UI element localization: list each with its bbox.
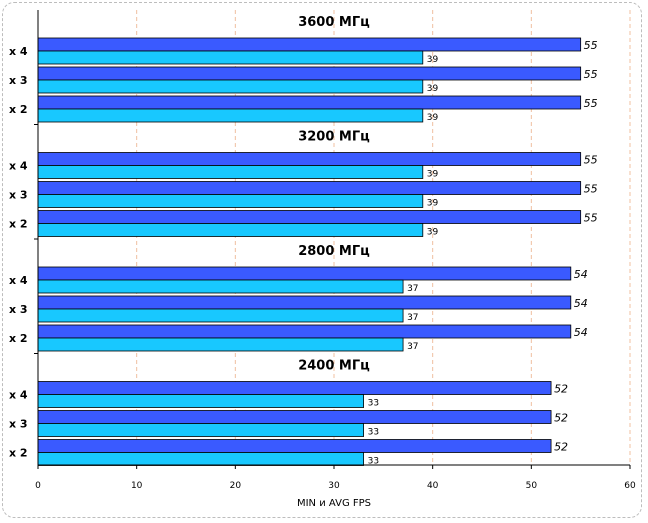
bar-min [37, 223, 424, 237]
bar-max [37, 152, 582, 166]
bar-max [37, 410, 552, 424]
bar-max [37, 210, 582, 224]
data-label-max: 54 [574, 268, 588, 281]
bar-max [37, 66, 582, 81]
data-label-max: 55 [584, 97, 598, 110]
x-tick-label: 60 [624, 481, 636, 491]
data-label-max: 54 [574, 326, 588, 339]
bar-max [37, 37, 582, 52]
group-title: 2800 МГц [298, 244, 370, 259]
category-label: x 4 [9, 274, 28, 287]
data-label-min: 39 [427, 113, 439, 123]
data-label-max: 55 [584, 154, 598, 167]
data-label-max: 52 [554, 441, 568, 454]
group-title: 3600 МГц [298, 15, 370, 30]
category-label: x 3 [9, 303, 28, 316]
x-tick-label: 30 [328, 481, 340, 491]
bar-min [37, 194, 424, 208]
data-label-min: 33 [368, 457, 379, 467]
bar-max [37, 181, 582, 195]
category-label: x 2 [9, 447, 28, 460]
data-label-max: 52 [554, 383, 568, 396]
category-label: x 2 [9, 332, 28, 345]
bar-min [37, 165, 424, 179]
chart-frame [2, 2, 642, 518]
data-label-min: 37 [407, 284, 418, 294]
data-label-min: 39 [427, 55, 439, 65]
bar-max [37, 439, 552, 453]
bar-min [37, 452, 365, 466]
group-title: 2400 МГц [298, 359, 370, 374]
data-label-min: 37 [407, 342, 418, 352]
bar-min [37, 50, 424, 65]
category-label: x 3 [9, 74, 28, 87]
data-label-min: 33 [368, 428, 379, 438]
bar-min [37, 79, 424, 94]
category-label: x 2 [9, 218, 28, 231]
x-tick-label: 40 [427, 481, 439, 491]
data-label-max: 54 [574, 297, 588, 310]
bar-max [37, 381, 552, 395]
bar-min [37, 308, 404, 323]
bar-min [37, 394, 365, 408]
x-tick-label: 20 [230, 481, 242, 491]
data-label-min: 39 [427, 199, 439, 209]
bar-max [37, 295, 572, 310]
category-label: x 4 [9, 45, 28, 58]
category-label: x 3 [9, 189, 28, 202]
category-label: x 2 [9, 103, 28, 116]
data-label-max: 52 [554, 412, 568, 425]
x-tick-label: 0 [35, 481, 41, 491]
data-label-min: 39 [427, 84, 439, 94]
x-axis-title: MIN и AVG FPS [297, 498, 371, 509]
category-label: x 4 [9, 160, 28, 173]
x-tick-label: 50 [526, 481, 538, 491]
bar-max [37, 266, 572, 281]
data-label-max: 55 [584, 212, 598, 225]
data-label-min: 37 [407, 313, 418, 323]
bar-min [37, 423, 365, 437]
data-label-max: 55 [584, 39, 598, 52]
bar-max [37, 324, 572, 339]
data-label-min: 39 [427, 228, 439, 238]
data-label-min: 39 [427, 170, 439, 180]
bar-min [37, 108, 424, 123]
category-label: x 3 [9, 418, 28, 431]
data-label-max: 55 [584, 183, 598, 196]
bar-min [37, 279, 404, 294]
x-tick-label: 10 [131, 481, 143, 491]
bar-max [37, 95, 582, 110]
data-label-min: 33 [368, 399, 379, 409]
group-title: 3200 МГц [298, 130, 370, 145]
category-label: x 4 [9, 389, 28, 402]
bar-min [37, 337, 404, 352]
data-label-max: 55 [584, 68, 598, 81]
